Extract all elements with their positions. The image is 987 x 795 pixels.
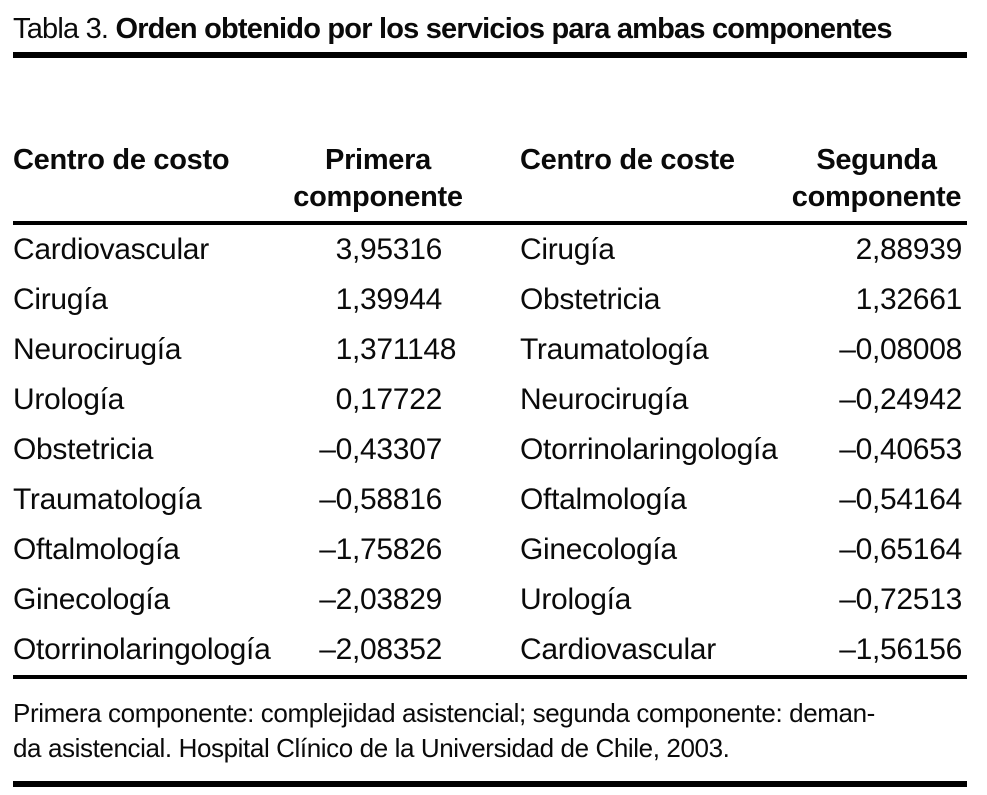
cost-center-name: Neurocirugía <box>13 333 182 366</box>
cost-center-name: Traumatología <box>520 333 709 366</box>
cost-center-name: Traumatología <box>13 483 202 516</box>
cost-center-name: Cardiovascular <box>13 233 209 266</box>
cost-center-name: Oftalmología <box>520 483 687 516</box>
column-header-centro-de-coste: Centro de coste <box>520 144 735 176</box>
component-value: –2,03829 <box>319 583 442 616</box>
table-body: Cardiovascular 3,95316 Cirugía 2,88939 Cirug… <box>13 225 963 675</box>
header-rule <box>13 221 967 225</box>
bottom-rule <box>13 781 967 787</box>
cost-center-name: Ginecología <box>520 533 677 566</box>
table-caption-title: Orden obtenido por los servicios para am… <box>115 13 892 45</box>
cost-center-name: Cirugía <box>520 233 615 266</box>
footnote-line: da asistencial. Hospital Clínico de la U… <box>13 733 730 763</box>
cost-center-name: Otorrinolaringología <box>13 633 271 666</box>
component-value: –0,65164 <box>839 533 962 566</box>
cost-center-name: Neurocirugía <box>520 383 689 416</box>
component-value: –1,75826 <box>319 533 442 566</box>
cost-center-name: Cardiovascular <box>520 633 716 666</box>
table-caption-number: Tabla 3. <box>13 13 116 45</box>
cost-center-name: Cirugía <box>13 283 108 316</box>
cost-center-name: Oftalmología <box>13 533 180 566</box>
component-value: 1,32661 <box>855 283 963 316</box>
top-rule <box>13 52 967 58</box>
table-footnote: Primera componente: complejidad asistenc… <box>13 696 967 766</box>
component-value: 1,39944 <box>335 283 443 316</box>
component-value: –0,43307 <box>319 433 442 466</box>
footnote-line: Primera componente: complejidad asistenc… <box>13 698 875 728</box>
component-value: –2,08352 <box>319 633 442 666</box>
component-value: 2,88939 <box>855 233 963 266</box>
cost-center-name: Urología <box>13 383 124 416</box>
column-header-primera-componente: Primera componente <box>293 144 463 213</box>
cost-center-name: Ginecología <box>13 583 170 616</box>
component-value: 1,371148 <box>335 333 457 366</box>
component-value: –0,40653 <box>839 433 962 466</box>
table-header-row: Centro de costo Primera componente Centr… <box>13 142 963 216</box>
cost-center-name: Obstetricia <box>520 283 661 316</box>
component-value: –0,08008 <box>839 333 962 366</box>
component-value: –0,54164 <box>839 483 962 516</box>
cost-center-name: Urología <box>520 583 631 616</box>
component-value: –1,56156 <box>839 633 962 666</box>
cost-center-name: Otorrinolaringología <box>520 433 778 466</box>
component-value: 0,17722 <box>335 383 443 416</box>
component-value: –0,24942 <box>839 383 962 416</box>
component-value: –0,72513 <box>839 583 962 616</box>
component-value: 3,95316 <box>335 233 443 266</box>
column-header-centro-de-costo: Centro de costo <box>13 144 230 176</box>
component-value: –0,58816 <box>319 483 442 516</box>
table-caption: Tabla 3. Orden obtenido por los servicio… <box>13 10 967 48</box>
footnote-rule <box>13 675 967 679</box>
column-header-segunda-componente: Segunda componente <box>791 144 962 213</box>
cost-center-name: Obstetricia <box>13 433 154 466</box>
